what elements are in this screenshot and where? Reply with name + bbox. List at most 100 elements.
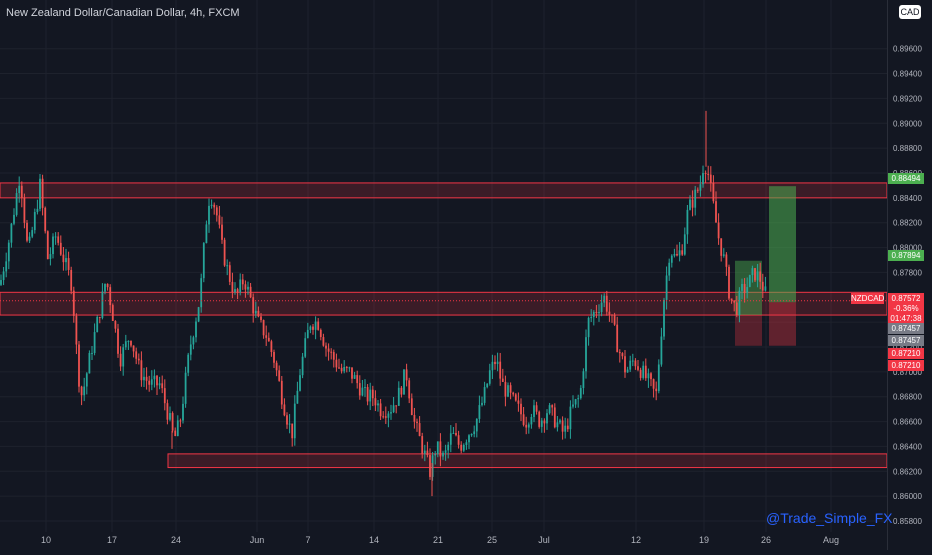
candle-body: [423, 450, 426, 454]
candle-countdown-tag: 01:47:38: [888, 313, 924, 324]
candle-body: [98, 317, 101, 319]
candle-body: [265, 335, 268, 338]
candle-body: [327, 348, 330, 352]
candle-body: [223, 239, 226, 266]
candle-body: [301, 356, 304, 376]
candle-body: [78, 344, 80, 387]
candle-body: [330, 351, 333, 353]
candle-body: [286, 415, 288, 425]
candle-body: [512, 392, 515, 395]
candle-body: [18, 185, 21, 194]
candle-body: [85, 373, 88, 387]
position-target-box: [769, 186, 796, 303]
candle-body: [65, 258, 67, 263]
candle-body: [13, 214, 15, 224]
candle-body: [387, 413, 390, 418]
candle-body: [158, 383, 161, 386]
candle-body: [462, 445, 465, 451]
candle-body: [2, 271, 5, 281]
y-tick-label: 0.86600: [893, 418, 922, 427]
candle-body: [655, 388, 658, 392]
candle-body: [41, 178, 44, 208]
candle-body: [361, 387, 364, 396]
x-tick-label: 24: [171, 535, 181, 545]
candle-body: [605, 295, 608, 312]
candle-body: [273, 351, 275, 363]
candle-body: [473, 431, 476, 435]
candle-body: [325, 345, 327, 349]
candle-body: [348, 367, 351, 369]
candle-body: [442, 452, 444, 457]
candle-body: [234, 289, 236, 293]
y-tick-label: 0.87800: [893, 268, 922, 277]
candle-body: [668, 262, 671, 276]
candle-body: [122, 347, 125, 367]
candle-body: [392, 405, 395, 413]
candle-body: [23, 197, 26, 223]
x-tick-label: 25: [487, 535, 497, 545]
candle-body: [566, 425, 569, 430]
candle-body: [283, 404, 286, 416]
candle-body: [275, 362, 278, 371]
candle-body: [189, 344, 192, 355]
candle-body: [631, 360, 634, 362]
position-stop-box: [769, 302, 796, 346]
candle-body: [733, 300, 736, 303]
candle-body: [306, 329, 309, 339]
entry-price-tag: 0.87457: [888, 323, 924, 334]
candle-body: [634, 360, 637, 367]
candle-body: [379, 403, 382, 417]
candle-body: [527, 424, 530, 428]
candle-body: [660, 336, 663, 365]
candle-body: [681, 250, 684, 255]
y-tick-label: 0.86000: [893, 492, 922, 501]
candle-body: [202, 243, 205, 279]
x-tick-label: Jul: [538, 535, 550, 545]
candle-body: [267, 337, 270, 342]
candle-body: [26, 222, 28, 241]
candle-body: [75, 315, 78, 345]
candle-body: [395, 405, 398, 407]
candle-body: [130, 340, 132, 346]
candle-body: [49, 254, 52, 259]
candle-body: [226, 265, 229, 267]
candle-body: [405, 369, 408, 381]
candle-body: [247, 286, 249, 290]
candle-body: [231, 281, 234, 293]
candle-body: [764, 286, 767, 291]
candle-body: [244, 284, 247, 290]
y-tick-label: 0.88400: [893, 194, 922, 203]
candle-body: [748, 275, 751, 287]
y-tick-label: 0.87000: [893, 368, 922, 377]
candle-body: [239, 279, 242, 293]
candle-body: [241, 279, 244, 285]
candle-body: [236, 289, 239, 293]
candle-body: [421, 436, 424, 454]
candle-body: [673, 253, 676, 256]
candle-body: [592, 311, 595, 318]
candle-body: [530, 416, 533, 425]
candle-body: [187, 354, 190, 373]
candle-body: [426, 450, 429, 456]
candle-body: [197, 307, 200, 322]
candle-body: [548, 405, 551, 414]
candle-body: [704, 173, 707, 175]
candle-body: [345, 366, 348, 368]
candle-body: [371, 389, 374, 399]
candle-body: [707, 173, 710, 175]
candle-body: [709, 174, 712, 183]
candle-body: [514, 394, 517, 401]
stop-price-tag: 0.87210: [888, 348, 924, 359]
y-tick-label: 0.88000: [893, 244, 922, 253]
candle-body: [340, 367, 343, 372]
currency-badge[interactable]: CAD: [899, 5, 921, 19]
candle-body: [579, 388, 582, 399]
candle-body: [280, 380, 283, 405]
candle-body: [543, 420, 546, 424]
candle-body: [626, 369, 629, 373]
candle-body: [460, 444, 463, 451]
candle-body: [184, 372, 187, 404]
x-tick-label: 19: [699, 535, 709, 545]
